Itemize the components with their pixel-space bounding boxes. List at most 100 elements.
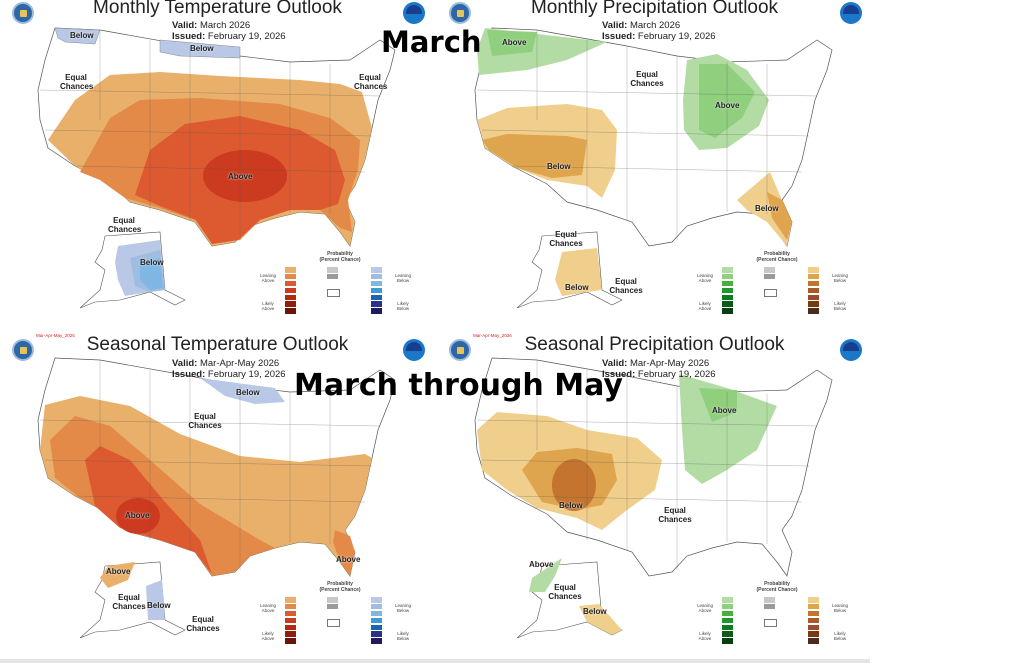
legend-subtitle: (Percent Chance) (319, 257, 361, 263)
us-temperature-map (37, 357, 396, 639)
noaa-logo (403, 2, 425, 24)
monthly-temperature-outlook-panel: Monthly Temperature Outlook Valid: March… (0, 0, 435, 325)
noaa-logo (403, 339, 425, 361)
legend-title: Probability (327, 581, 353, 587)
legend-above-swatches (722, 267, 733, 315)
season-tag: Mar-Apr-May_2026 (473, 333, 512, 338)
legend-subtitle: (Percent Chance) (756, 587, 798, 593)
us-temperature-map (37, 27, 396, 309)
legend-leaning-above: Leaning Above (259, 273, 277, 283)
panel-title: Seasonal Precipitation Outlook (524, 334, 785, 355)
legend-above-swatches (722, 597, 733, 645)
map-label-above-florida: Above (336, 555, 361, 564)
map-label-equal-chances-west: Equal Chances (60, 73, 94, 91)
legend-near-swatches (327, 597, 340, 628)
overlay-label-march-through-may: March through May (294, 368, 623, 403)
legend-below-swatches (371, 597, 382, 645)
valid-label: Valid: (172, 358, 198, 369)
blank-margin (870, 0, 1024, 663)
map-label-below-alaska: Below (140, 258, 164, 267)
map-label-below-plains: Below (190, 44, 214, 53)
legend-below-swatches (808, 597, 819, 645)
map-label-below-alaska: Below (565, 283, 589, 292)
valid-date: Mar-Apr-May 2026 (199, 358, 280, 369)
legend-below-swatches (808, 267, 819, 315)
legend-likely-below: Likely Below (396, 301, 410, 311)
legend-above-swatches (285, 267, 296, 315)
noaa-logo (840, 339, 862, 361)
valid-date: Mar-Apr-May 2026 (629, 358, 710, 369)
issued-date: February 19, 2026 (207, 31, 286, 42)
legend-above-swatches (285, 597, 296, 645)
issued-date: February 19, 2026 (637, 31, 716, 42)
issued-label: Issued: (172, 369, 206, 380)
legend-near-swatches (764, 267, 777, 298)
legend-likely-above: Likely Above (698, 301, 712, 311)
map-label-above-alaska: Above (106, 567, 131, 576)
map-label-below-se-alaska: Below (583, 607, 607, 616)
map-label-equal-chances-alaska: Equal Chances (108, 216, 142, 234)
legend-leaning-above: Leaning Above (259, 603, 277, 613)
map-label-above-great-lakes: Above (712, 406, 737, 415)
seasonal-temperature-outlook-panel: Mar-Apr-May_2026 Seasonal Temperature Ou… (0, 330, 435, 655)
season-tag: Mar-Apr-May_2026 (36, 333, 75, 338)
valid-label: Valid: (172, 20, 198, 31)
legend-subtitle: (Percent Chance) (319, 587, 361, 593)
legend-likely-below: Likely Below (396, 631, 410, 641)
issued-label: Issued: (602, 369, 636, 380)
valid-date: March 2026 (629, 20, 681, 31)
map-label-below-nw: Below (70, 31, 94, 40)
legend-likely-below: Likely Below (833, 631, 847, 641)
valid-issued-block: Valid: March 2026 Issued: February 19, 2… (602, 20, 716, 42)
map-label-equal-chances-ne: Equal Chances (354, 73, 388, 91)
valid-label: Valid: (602, 20, 628, 31)
legend-likely-below: Likely Below (833, 301, 847, 311)
temperature-legend: Probability (Percent Chance) Leaning Abov… (257, 581, 417, 653)
bottom-divider (0, 659, 870, 663)
map-label-below-florida: Below (755, 204, 779, 213)
issued-label: Issued: (602, 31, 636, 42)
panel-title: Seasonal Temperature Outlook (86, 334, 349, 355)
map-label-equal-chances-north: Equal Chances (188, 412, 222, 430)
map-label-equal-chances-se-alaska: Equal Chances (186, 615, 220, 633)
precipitation-legend: Probability (Percent Chance) Leaning Abov… (694, 251, 854, 323)
map-label-equal-chances-central: Equal Chances (658, 506, 692, 524)
commerce-seal-logo (12, 2, 34, 24)
legend-likely-above: Likely Above (261, 631, 275, 641)
legend-subtitle: (Percent Chance) (756, 257, 798, 263)
legend-leaning-above: Leaning Above (696, 273, 714, 283)
legend-title: Probability (764, 581, 790, 587)
map-label-equal-chances-alaska: Equal Chances (548, 583, 582, 601)
map-label-equal-chances-alaska: Equal Chances (549, 230, 583, 248)
map-label-above-ohio-valley: Above (715, 101, 740, 110)
legend-title: Probability (327, 251, 353, 257)
seasonal-precipitation-outlook-panel: Mar-Apr-May_2026 Seasonal Precipitation … (437, 330, 872, 655)
issued-label: Issued: (172, 31, 206, 42)
legend-leaning-below: Leaning Below (831, 273, 849, 283)
panel-title: Monthly Precipitation Outlook (530, 0, 779, 18)
commerce-seal-logo (12, 339, 34, 361)
legend-likely-above: Likely Above (261, 301, 275, 311)
legend-likely-above: Likely Above (698, 631, 712, 641)
map-label-equal-chances-alaska: Equal Chances (112, 593, 146, 611)
commerce-seal-logo (449, 339, 471, 361)
map-label-above-nw: Above (502, 38, 527, 47)
legend-title: Probability (764, 251, 790, 257)
map-label-above-southwest: Above (125, 511, 150, 520)
legend-near-swatches (764, 597, 777, 628)
map-label-above-alaska: Above (529, 560, 554, 569)
valid-issued-block: Valid: March 2026 Issued: February 19, 2… (172, 20, 286, 42)
temperature-legend: Probability (Percent Chance) Leaning Abov… (257, 251, 417, 323)
us-precipitation-map (474, 27, 833, 309)
legend-near-swatches (327, 267, 340, 298)
map-label-below-southwest: Below (559, 501, 583, 510)
legend-below-swatches (371, 267, 382, 315)
map-label-below-alaska: Below (147, 601, 171, 610)
us-precipitation-map (474, 357, 833, 639)
issued-date: February 19, 2026 (207, 369, 286, 380)
legend-leaning-below: Leaning Below (394, 273, 412, 283)
map-label-equal-chances-se-alaska: Equal Chances (609, 277, 643, 295)
map-label-above-central: Above (228, 172, 253, 181)
precipitation-legend: Probability (Percent Chance) Leaning Abov… (694, 581, 854, 653)
valid-issued-block: Valid: Mar-Apr-May 2026 Issued: February… (172, 358, 286, 380)
